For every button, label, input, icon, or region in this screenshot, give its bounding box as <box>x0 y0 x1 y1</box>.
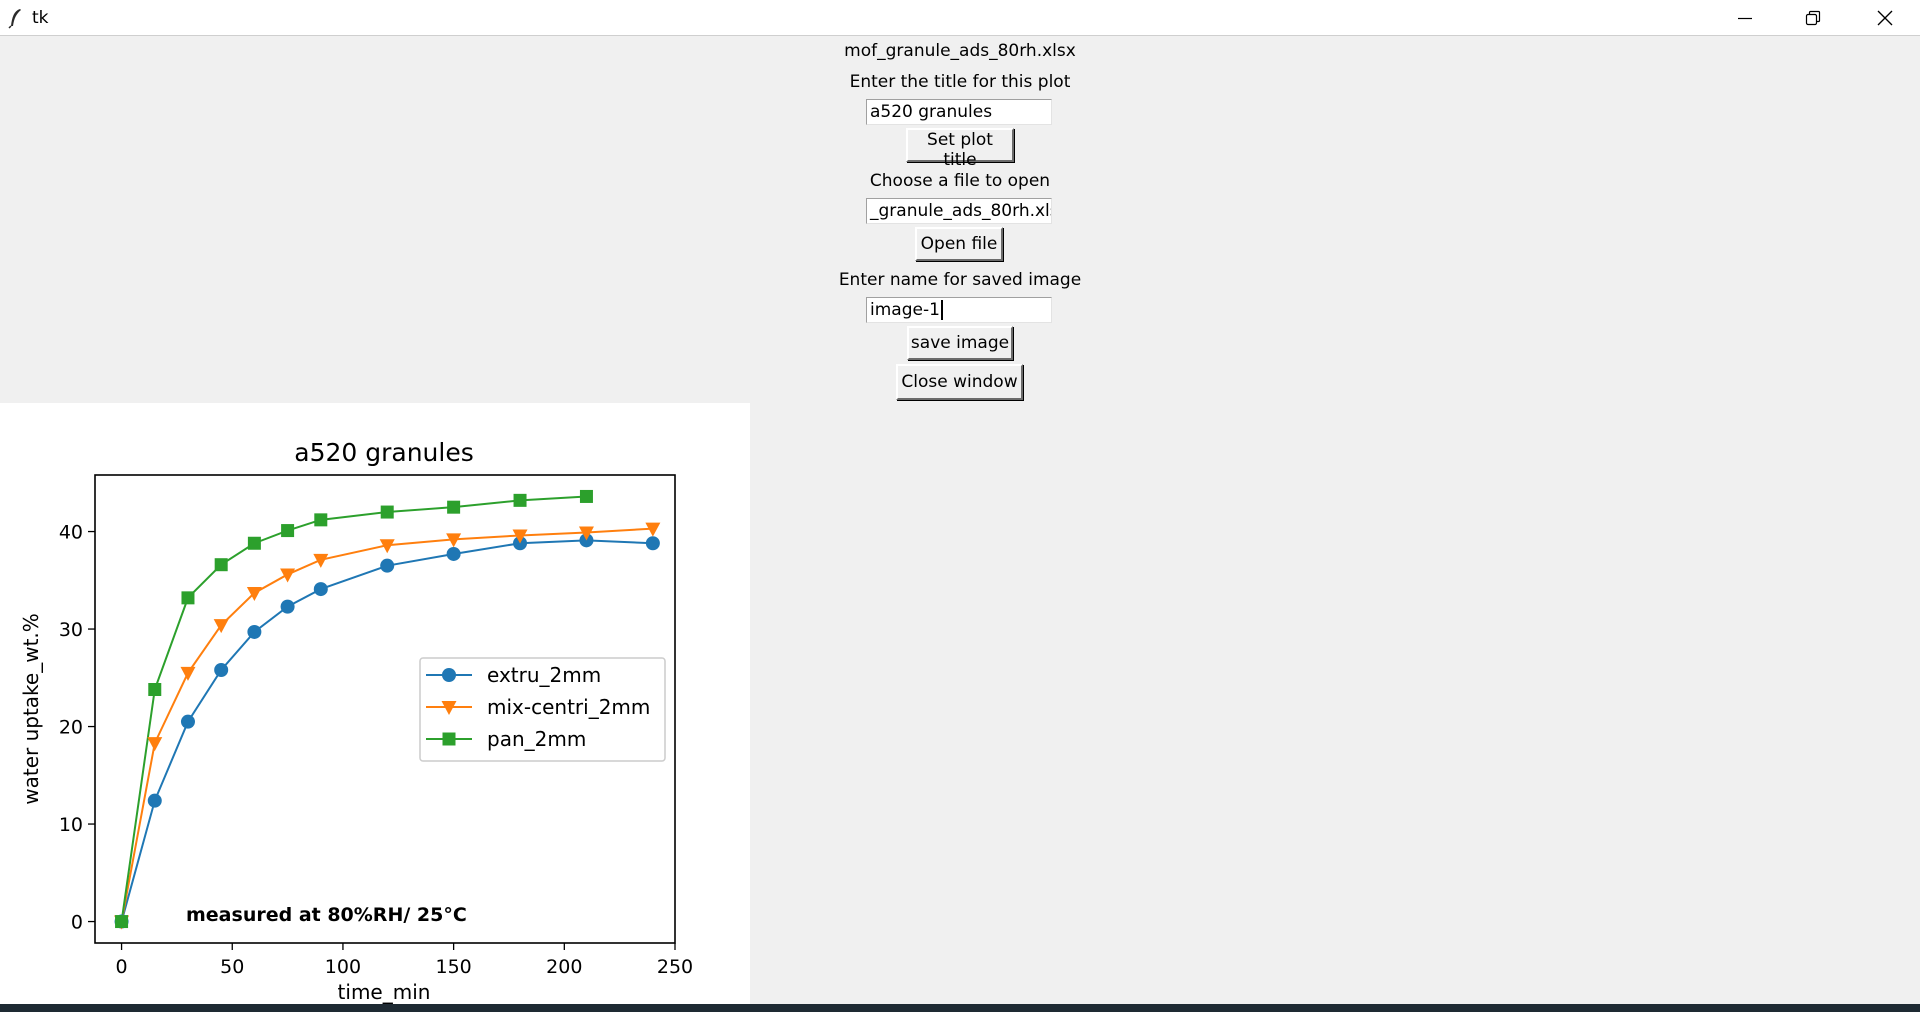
file-path-input[interactable]: _granule_ads_80rh.xlsx <box>866 198 1052 224</box>
legend-label-extru_2mm: extru_2mm <box>487 663 601 687</box>
y-tick-label: 40 <box>59 522 83 544</box>
mix-centri_2mm-line <box>120 527 653 922</box>
save-image-button[interactable]: save image <box>907 326 1013 360</box>
x-tick-label: 0 <box>116 956 128 978</box>
mix-centri_2mm-point <box>446 533 462 548</box>
mix-centri_2mm-point <box>180 666 196 681</box>
x-tick-label: 200 <box>546 956 582 978</box>
open-file-button[interactable]: Open file <box>915 227 1003 261</box>
extru_2mm-point <box>313 582 328 597</box>
plot-title-input[interactable]: a520 granules <box>866 99 1052 125</box>
legend-marker-pan_2mm <box>442 732 456 746</box>
extru_2mm-point <box>645 536 660 551</box>
window-title: tk <box>32 8 49 28</box>
extru_2mm-point <box>380 558 395 573</box>
mix-centri_2mm-point <box>578 526 594 541</box>
legend-marker-mix-centri_2mm <box>441 701 457 715</box>
extru_2mm-line <box>120 539 653 922</box>
measurement-annotation: measured at 80%RH/ 25°C <box>186 904 467 926</box>
extru_2mm-point <box>214 663 229 677</box>
pan_2mm-point <box>579 489 593 503</box>
x-tick-label: 100 <box>325 956 361 978</box>
chart-title: a520 granules <box>294 438 474 467</box>
mix-centri_2mm-point <box>213 619 229 634</box>
mix-centri_2mm-point <box>313 553 329 568</box>
x-tick-label: 250 <box>657 956 693 978</box>
image-name-input[interactable]: image-1 <box>866 297 1052 323</box>
extru_2mm-point <box>446 546 461 561</box>
pan_2mm-point <box>148 683 162 696</box>
mix-centri_2mm-point <box>246 586 262 601</box>
series-markers <box>114 489 661 930</box>
chart-legend: extru_2mm mix-centri_2mm pan_2mm <box>419 657 666 762</box>
file-name-label: mof_granule_ads_80rh.xlsx <box>844 41 1076 61</box>
image-name-value: image-1 <box>870 300 940 320</box>
axis-ticks: 0 50 100 150 200 250 0 10 20 30 40 <box>59 522 693 978</box>
extru_2mm-point <box>280 599 295 614</box>
restore-icon <box>1805 10 1821 26</box>
y-tick-label: 30 <box>59 619 83 641</box>
set-plot-title-button[interactable]: Set plot title <box>906 128 1014 170</box>
pan_2mm-point <box>115 915 129 929</box>
legend-label-mix-centri_2mm: mix-centri_2mm <box>487 695 650 719</box>
mix-centri_2mm-point <box>280 568 296 583</box>
taskbar-edge <box>0 1004 1920 1012</box>
plot-canvas: a520 granules time_min water uptake_wt.%… <box>0 403 750 1004</box>
image-name-prompt-label: Enter name for saved image <box>838 270 1082 290</box>
file-prompt-label: Choose a file to open <box>869 171 1051 191</box>
text-caret <box>940 300 943 320</box>
pan_2mm-point <box>181 591 195 605</box>
y-tick-label: 20 <box>59 717 83 739</box>
restore-button[interactable] <box>1778 0 1848 35</box>
legend-box <box>419 657 666 762</box>
x-axis-label: time_min <box>338 980 431 1004</box>
extru_2mm-point <box>180 714 195 729</box>
feather-icon <box>6 7 26 29</box>
pan_2mm-point <box>281 524 295 538</box>
pan_2mm-point <box>513 493 527 507</box>
x-tick-label: 150 <box>435 956 471 978</box>
pan_2mm-point <box>447 500 461 514</box>
y-tick-label: 10 <box>59 814 83 836</box>
window-titlebar: tk <box>0 0 1920 35</box>
pan_2mm-point <box>380 505 394 519</box>
line-chart: a520 granules time_min water uptake_wt.%… <box>19 438 693 1004</box>
pan_2mm-point <box>214 558 228 572</box>
y-axis-label: water uptake_wt.% <box>19 613 43 805</box>
legend-marker-extru_2mm <box>442 668 456 682</box>
close-button[interactable] <box>1850 0 1920 35</box>
extru_2mm-point <box>147 793 162 808</box>
close-window-button[interactable]: Close window <box>896 364 1023 400</box>
y-tick-label: 0 <box>71 912 83 934</box>
x-tick-label: 50 <box>220 956 244 978</box>
mix-centri_2mm-point <box>147 737 163 752</box>
pan_2mm-point <box>247 536 261 550</box>
minimize-button[interactable] <box>1710 0 1780 35</box>
minimize-icon <box>1738 11 1752 25</box>
pan_2mm-point <box>314 513 328 527</box>
mix-centri_2mm-point <box>512 529 528 544</box>
extru_2mm-point <box>247 624 262 639</box>
mix-centri_2mm-point <box>645 522 661 537</box>
legend-label-pan_2mm: pan_2mm <box>487 727 586 751</box>
title-prompt-label: Enter the title for this plot <box>849 72 1071 92</box>
mix-centri_2mm-point <box>379 539 395 554</box>
close-icon <box>1877 10 1893 26</box>
plot-area-frame <box>94 474 676 944</box>
